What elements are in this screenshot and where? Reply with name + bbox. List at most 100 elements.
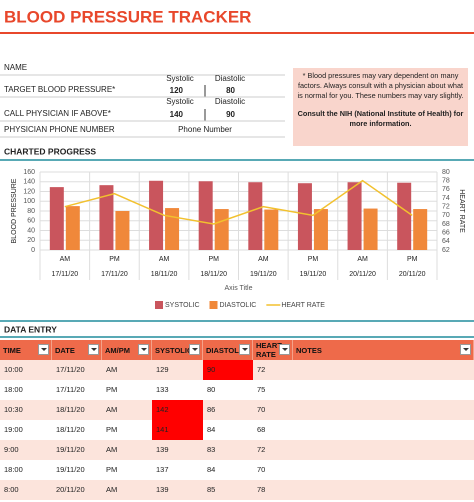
legend-label: DIASTOLIC [220, 302, 257, 309]
y2-tick-label: 64 [442, 238, 450, 245]
y-tick-label: 40 [27, 227, 35, 234]
bar [65, 206, 80, 250]
cell: PM [106, 385, 118, 394]
legend-swatch [155, 301, 163, 309]
note-bold: Consult the NIH (National Institute of H… [297, 109, 464, 128]
value: 120 [170, 86, 184, 95]
cell: 139 [156, 445, 169, 454]
cell: 83 [207, 445, 216, 454]
label: Systolic [166, 74, 194, 83]
value: 90 [226, 110, 235, 119]
filter-button[interactable] [38, 344, 49, 355]
bar [248, 182, 263, 250]
row [0, 380, 474, 400]
cell: 10:30 [4, 405, 23, 414]
cell: 78 [257, 485, 266, 494]
label: NAME [4, 63, 27, 72]
cell: 86 [207, 405, 216, 414]
cell: AM [106, 485, 118, 494]
row [0, 420, 474, 440]
filter-button[interactable] [460, 344, 471, 355]
filter-button[interactable] [239, 344, 250, 355]
legend-label: SYSTOLIC [165, 302, 200, 309]
cell: AM [106, 405, 118, 414]
cell: 9:00 [4, 445, 19, 454]
column-header: NOTES [293, 340, 474, 360]
bar [214, 209, 229, 250]
x-tick-label: AM [159, 256, 170, 263]
x-tick-date: 18/11/20 [151, 271, 178, 278]
y-tick-label: 0 [31, 247, 35, 254]
column-header: TIME [0, 340, 52, 360]
x-axis-title: Axis Title [224, 285, 252, 292]
filter-button[interactable] [88, 344, 99, 355]
y2-tick-label: 76 [442, 186, 450, 193]
cell: 84 [207, 425, 216, 434]
cell: 142 [152, 400, 203, 420]
bar [264, 209, 279, 250]
x-tick-label: AM [258, 256, 269, 263]
cell: 72 [257, 365, 266, 374]
cell: 19/11/20 [56, 445, 85, 454]
column-header: DIASTOLIC [203, 340, 253, 360]
cell: PM [106, 425, 118, 434]
cell: 70 [257, 465, 266, 474]
bar [115, 211, 130, 250]
cell: 141 [152, 420, 203, 440]
y-tick-label: 100 [23, 198, 35, 205]
cell: 19/11/20 [56, 465, 85, 474]
column-header: SYSTOLIC [152, 340, 203, 360]
title: BLOOD PRESSURE TRACKER [4, 7, 251, 26]
cell: 129 [156, 365, 169, 374]
label: CALL PHYSICIAN IF ABOVE* [4, 109, 111, 118]
value: 80 [226, 86, 235, 95]
y2-tick-label: 78 [442, 178, 450, 185]
chart-heading: CHARTED PROGRESS [4, 146, 96, 156]
bar [149, 180, 164, 250]
x-tick-date: 20/11/20 [349, 271, 376, 278]
bar [363, 208, 378, 250]
y-tick-label: 120 [23, 188, 35, 195]
cell: 18:00 [4, 465, 23, 474]
y-tick-label: 20 [27, 237, 35, 244]
cell: PM [106, 465, 118, 474]
filter-button[interactable] [138, 344, 149, 355]
bar [347, 182, 362, 250]
cell: 17/11/20 [56, 385, 85, 394]
x-tick-date: 20/11/20 [399, 271, 426, 278]
row [0, 400, 474, 420]
y2-tick-label: 80 [442, 169, 450, 176]
bar [397, 182, 412, 250]
line [64, 179, 413, 225]
cell: 18:00 [4, 385, 23, 394]
y2-tick-label: 68 [442, 221, 450, 228]
x-tick-date: 17/11/20 [51, 271, 78, 278]
row [0, 440, 474, 460]
column-header: DATE [52, 340, 102, 360]
y2-tick-label: 74 [442, 195, 450, 202]
x-tick-date: 18/11/20 [200, 271, 227, 278]
note-text: * Blood pressures may vary dependent on … [297, 71, 464, 100]
x-tick-label: AM [60, 256, 71, 263]
label: Diastolic [215, 74, 245, 83]
y-tick-label: 60 [27, 218, 35, 225]
bar [99, 185, 114, 250]
x-tick-label: PM [308, 256, 319, 263]
form: NAME Systolic Diastolic TARGET BLOOD PRE… [0, 63, 285, 138]
cell: AM [106, 365, 118, 374]
cell: 10:00 [4, 365, 23, 374]
row [0, 460, 474, 480]
filter-button[interactable] [279, 344, 290, 355]
cell: 85 [207, 485, 216, 494]
y2-tick-label: 70 [442, 212, 450, 219]
cell: 18/11/20 [56, 405, 85, 414]
cell: 70 [257, 405, 266, 414]
label: Systolic [166, 97, 194, 106]
filter-button[interactable] [189, 344, 200, 355]
legend-swatch [209, 301, 218, 309]
value: Phone Number [178, 125, 232, 134]
cell: 137 [156, 465, 169, 474]
y2-tick-label: 72 [442, 204, 450, 211]
y-tick-label: 140 [23, 179, 35, 186]
